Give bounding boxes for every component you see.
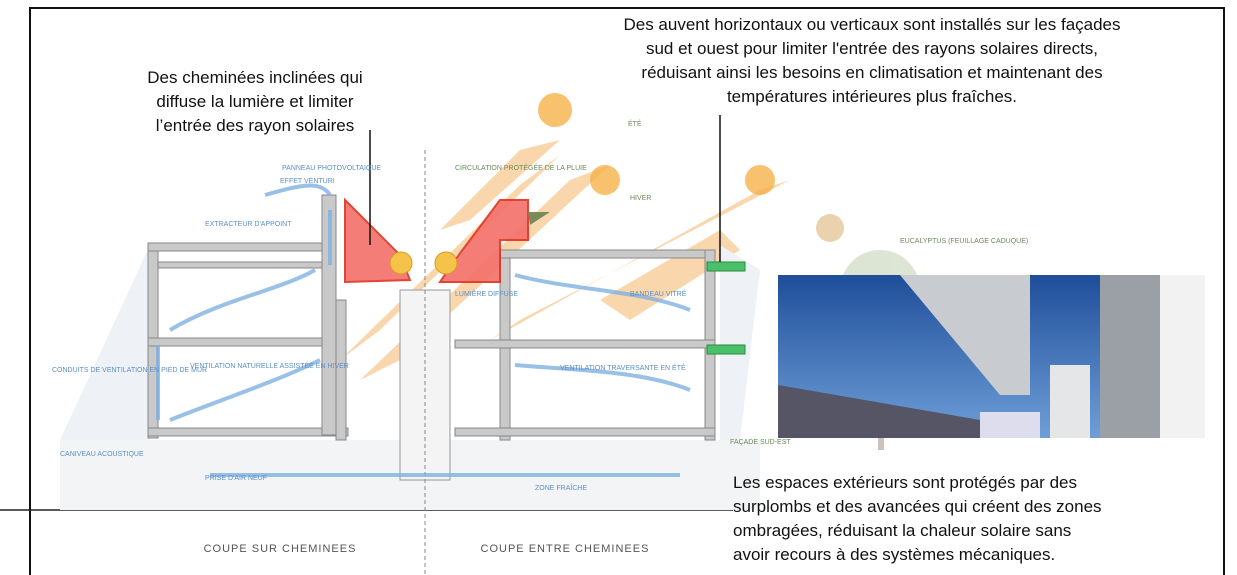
drawing-label: CONDUITS DE VENTILATION EN PIED DE MUR [52,367,207,374]
annotation-line: avoir recours à des systèmes mécaniques. [733,545,1055,564]
shadow [60,245,150,440]
annotation-line: Des auvent horizontaux ou verticaux sont… [623,15,1120,34]
annotation-line: Des cheminées inclinées qui [147,68,362,87]
louver [707,262,745,271]
section-title: COUPE SUR CHEMINEES [204,543,357,555]
annotation-line: températures intérieures plus fraîches. [727,87,1017,106]
drawing-label: EFFET VENTURI [280,178,335,185]
drawing-label: CANIVEAU ACOUSTIQUE [60,451,144,458]
annotation-line: l’entrée des rayon solaires [156,116,354,135]
annotation-line: réduisant ainsi les besoins en climatisa… [641,63,1102,82]
light-point [435,252,457,274]
drawing-label: ÉTÉ [628,119,642,128]
annotation-line: diffuse la lumière et limiter [156,92,353,111]
drawing-label: EXTRACTEUR D'APPOINT [205,221,292,228]
drawing-label: PANNEAU PHOTOVOLTAIQUE [282,165,381,172]
diagram: Des auvent horizontaux ou verticaux sont… [0,0,1237,575]
drawing-label: PRISE D'AIR NEUF [205,475,267,482]
photo [778,275,1205,438]
drawing-label: HIVER [630,195,651,202]
drawing-label: BANDEAU VITRÉ [630,289,687,298]
drawing-label: LUMIÈRE DIFFUSE [455,289,518,298]
section-title: COUPE ENTRE CHEMINEES [481,543,650,555]
annotation-line: sud et ouest pour limiter l'entrée des r… [646,39,1098,58]
drawing-label: EUCALYPTUS (FEUILLAGE CADUQUE) [900,238,1028,245]
light-point [390,252,412,274]
louver [707,345,745,354]
annotation-line: surplombs et des avancées qui créent des… [733,497,1102,516]
shadow [720,245,760,440]
annotation-line: ombragées, réduisant la chaleur solaire … [733,521,1071,540]
left-building [148,195,348,440]
drawing-label: FAÇADE SUD-EST [730,439,791,446]
stair [400,150,450,575]
drawing-label: ZONE FRAÎCHE [535,483,587,492]
drawing-label: VENTILATION TRAVERSANTE EN ÉTÉ [560,363,686,372]
drawing-label: VENTILATION NATURELLE ASSISTÉE EN HIVER [190,361,349,370]
annotation-line: Les espaces extérieurs sont protégés par… [733,473,1077,492]
drawing-label: CIRCULATION PROTÉGÉE DE LA PLUIE [455,163,587,172]
